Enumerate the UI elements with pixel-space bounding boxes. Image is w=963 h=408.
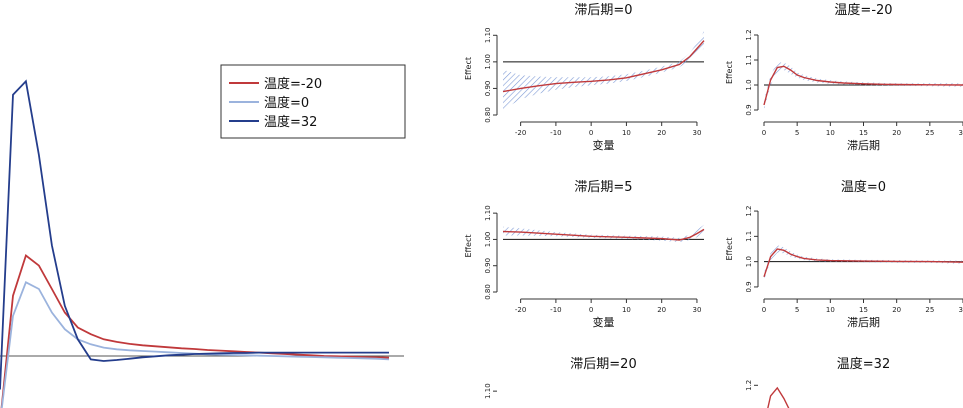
x-tick-label: 0 — [589, 129, 593, 137]
y-axis-label: Effect — [464, 234, 473, 257]
x-tick-label: 20 — [657, 306, 666, 314]
x-tick-label: 30 — [959, 129, 963, 137]
panel-lag0: 滞后期=0 0.80 0.90 1.00 1.10 Effect -20 -10 0 10 20 30… — [464, 3, 705, 152]
panel-temp-minus20: 温度=-20 0.9 1.0 1.1 1.2 Effect 0 5 10 15 20 25 30 滞后期 — [725, 2, 963, 152]
panel-title: 温度=0 — [841, 179, 886, 195]
y-tick-label: 0.9 — [745, 104, 753, 115]
panel-title: 滞后期=5 — [574, 180, 632, 195]
y-tick-label: 0.9 — [745, 281, 753, 292]
y-tick-label: 1.2 — [745, 29, 753, 40]
panel-temp32: 温度=32 1.2 — [745, 356, 890, 408]
y-tick-label: 0.90 — [484, 258, 492, 274]
x-tick-label: -20 — [515, 129, 526, 137]
x-tick-label: 10 — [826, 129, 835, 137]
x-tick-label: 0 — [762, 306, 766, 314]
x-tick-label: 10 — [826, 306, 835, 314]
y-tick-label: 1.10 — [484, 27, 492, 43]
y-tick-label: 1.00 — [484, 54, 492, 70]
lag-response-chart: 温度=-20 温度=0 温度=32 — [0, 64, 406, 408]
y-tick-label: 1.1 — [745, 54, 753, 65]
y-axis-label: Effect — [464, 57, 473, 80]
panel-lag5: 滞后期=5 0.80 0.90 1.00 1.10 Effect -20 -10 0 10 20 30… — [464, 180, 705, 329]
y-tick-label: 1.2 — [745, 205, 753, 216]
y-tick-label: 1.2 — [745, 380, 753, 391]
y-axis-label: Effect — [725, 237, 734, 260]
panel-title: 温度=-20 — [834, 2, 892, 18]
x-tick-label: -20 — [515, 306, 526, 314]
panel-title: 温度=32 — [837, 356, 890, 372]
y-tick-label: 0.80 — [484, 107, 492, 123]
estimate-line — [763, 248, 963, 278]
estimate-line — [763, 65, 963, 106]
x-tick-label: 5 — [795, 306, 799, 314]
x-tick-label: 0 — [762, 129, 766, 137]
confidence-band — [503, 31, 704, 110]
x-tick-label: 0 — [589, 306, 593, 314]
panel-lag20: 滞后期=20 1.10 — [484, 357, 637, 399]
x-tick-label: 5 — [795, 129, 799, 137]
y-tick-label: 1.10 — [484, 383, 492, 399]
x-tick-label: 25 — [925, 129, 934, 137]
confidence-band — [764, 245, 963, 281]
y-tick-label: 0.90 — [484, 81, 492, 97]
x-tick-label: 10 — [622, 129, 631, 137]
confidence-band — [764, 62, 963, 110]
x-axis-label: 变量 — [593, 315, 615, 329]
estimate-line — [502, 40, 705, 93]
x-axis-label: 滞后期 — [847, 316, 880, 329]
series-line-temp-32 — [0, 79, 389, 390]
y-tick-label: 1.0 — [745, 79, 753, 90]
legend: 温度=-20 温度=0 温度=32 — [220, 64, 406, 139]
y-tick-label: 1.1 — [745, 231, 753, 242]
x-tick-label: 10 — [622, 306, 631, 314]
x-tick-label: 20 — [657, 129, 666, 137]
x-tick-label: -10 — [550, 306, 561, 314]
y-tick-label: 1.0 — [745, 256, 753, 267]
x-tick-label: 30 — [692, 129, 701, 137]
series-line-temp-minus20 — [0, 253, 390, 408]
legend-label-temp-minus20: 温度=-20 — [264, 76, 322, 92]
x-tick-label: 20 — [892, 306, 901, 314]
y-tick-label: 0.80 — [484, 284, 492, 300]
x-tick-label: 30 — [959, 306, 963, 314]
panel-title: 滞后期=20 — [570, 357, 636, 372]
estimate-line — [767, 386, 790, 408]
x-tick-label: 15 — [859, 306, 868, 314]
x-axis-label: 变量 — [593, 138, 615, 152]
estimate-line — [502, 228, 705, 241]
x-tick-label: -10 — [550, 129, 561, 137]
x-axis-label: 滞后期 — [847, 139, 880, 152]
x-tick-label: 30 — [692, 306, 701, 314]
panel-title: 滞后期=0 — [574, 3, 632, 18]
x-tick-label: 25 — [925, 306, 934, 314]
y-tick-label: 1.10 — [484, 205, 492, 221]
x-tick-label: 15 — [859, 129, 868, 137]
x-tick-label: 20 — [892, 129, 901, 137]
y-axis-label: Effect — [725, 61, 734, 84]
legend-label-temp-32: 温度=32 — [264, 114, 317, 130]
legend-label-temp-0: 温度=0 — [264, 95, 309, 111]
panel-temp0: 温度=0 0.9 1.0 1.1 1.2 Effect 0 5 10 15 20 25 30 滞后期 — [725, 179, 963, 329]
y-tick-label: 1.00 — [484, 232, 492, 248]
